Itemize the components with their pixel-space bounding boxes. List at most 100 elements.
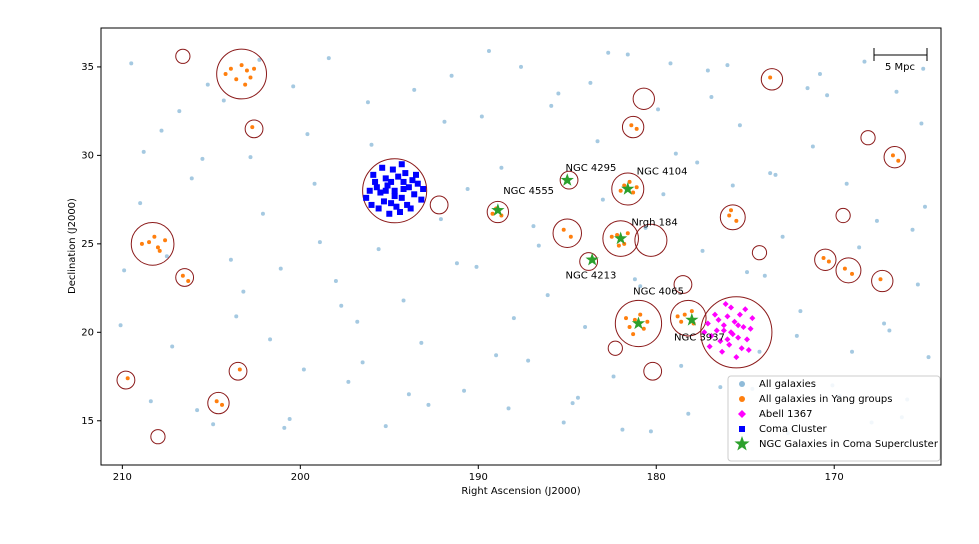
point <box>708 332 715 339</box>
point <box>291 84 296 89</box>
point <box>159 128 164 133</box>
annotation: NGC 4104 <box>637 166 688 177</box>
point <box>641 326 646 331</box>
point <box>817 72 822 76</box>
point <box>638 284 643 289</box>
point <box>125 376 130 381</box>
point <box>139 241 144 246</box>
point <box>370 171 377 178</box>
legend-label: NGC Galaxies in Coma Supercluster <box>759 439 939 450</box>
point <box>462 388 467 393</box>
annotation: NGC 4555 <box>503 186 554 197</box>
point <box>511 316 516 321</box>
annotation: Nrgh 184 <box>631 218 677 229</box>
point <box>629 123 634 128</box>
point <box>894 89 899 94</box>
point <box>921 66 926 71</box>
point <box>248 155 253 160</box>
point <box>561 227 566 232</box>
point <box>611 374 616 379</box>
point <box>474 264 479 269</box>
point <box>632 277 637 282</box>
point <box>355 319 360 324</box>
point <box>728 304 734 311</box>
point <box>575 395 580 400</box>
point <box>405 184 412 191</box>
point <box>243 82 248 87</box>
y-tick-label: 25 <box>81 239 94 250</box>
group-circle <box>216 48 268 100</box>
point <box>704 320 711 327</box>
scale-bar: 5 Mpc <box>873 48 928 73</box>
point <box>724 336 731 343</box>
x-tick-label: 200 <box>291 472 310 483</box>
point <box>382 175 389 182</box>
group-circle <box>700 296 773 369</box>
point <box>545 293 550 298</box>
point <box>234 314 239 319</box>
group-circle <box>835 257 862 284</box>
point <box>152 234 157 239</box>
point <box>398 161 405 168</box>
point <box>479 114 484 119</box>
point <box>874 218 879 223</box>
point <box>186 279 191 283</box>
point <box>844 181 849 186</box>
point <box>570 401 575 406</box>
point <box>700 248 705 253</box>
point <box>380 198 387 205</box>
point <box>526 358 531 363</box>
point <box>618 188 623 193</box>
point <box>268 337 273 342</box>
point <box>722 301 729 307</box>
point <box>747 325 754 332</box>
point <box>706 343 713 350</box>
group-circle <box>150 429 166 445</box>
point <box>862 59 867 64</box>
point <box>413 171 419 178</box>
point <box>585 252 599 266</box>
point <box>241 289 246 294</box>
point <box>720 327 727 334</box>
point <box>679 319 684 324</box>
group-circle <box>614 299 663 348</box>
group-circle <box>207 391 230 415</box>
point <box>420 186 427 192</box>
group-circle <box>751 245 768 261</box>
point <box>221 98 226 103</box>
annotation: NGC 4065 <box>633 287 684 298</box>
point <box>177 109 182 114</box>
group-circle <box>579 252 599 271</box>
point <box>711 311 718 318</box>
point <box>180 273 185 278</box>
point <box>606 50 611 55</box>
point <box>365 100 370 105</box>
point <box>148 399 153 404</box>
point <box>228 257 233 262</box>
point <box>719 348 726 355</box>
point <box>737 123 742 128</box>
point <box>138 201 143 206</box>
point <box>449 73 454 78</box>
group-circle <box>552 218 583 248</box>
point <box>326 56 331 61</box>
point <box>713 327 720 334</box>
point <box>465 187 470 191</box>
point <box>402 170 409 177</box>
point <box>369 142 374 147</box>
point <box>228 66 233 71</box>
point <box>372 178 379 185</box>
legend-marker <box>739 426 745 432</box>
point <box>244 68 249 73</box>
point <box>282 425 287 430</box>
point <box>220 402 225 407</box>
point <box>631 332 636 337</box>
x-tick-label: 170 <box>825 472 844 483</box>
point <box>391 187 398 194</box>
series <box>125 63 901 407</box>
point <box>731 318 738 325</box>
point <box>419 340 424 345</box>
point <box>411 191 418 198</box>
y-axis-label: Declination (J2000) <box>67 198 78 294</box>
point <box>734 218 739 223</box>
